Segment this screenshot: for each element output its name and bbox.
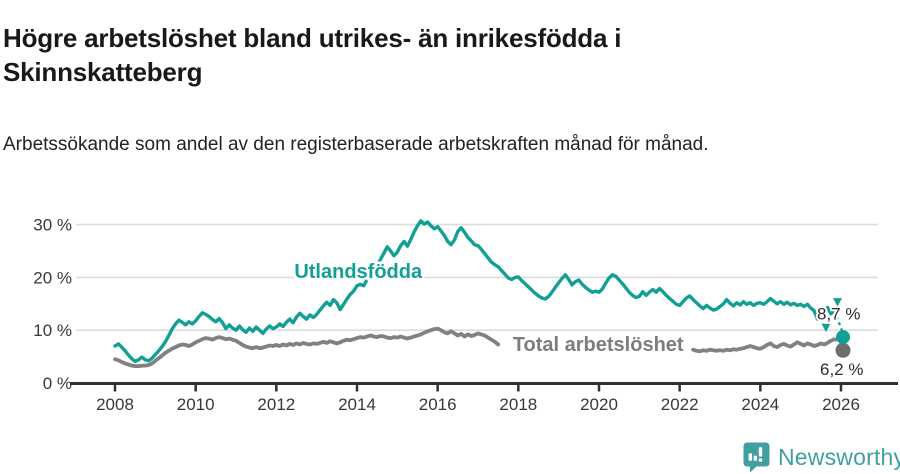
latest-value-label: 6,2 % (820, 360, 863, 379)
x-axis-label: 2010 (177, 395, 215, 414)
series-total (113, 326, 837, 369)
arrow-down-icon (833, 298, 843, 307)
arrow-down-icon (821, 323, 831, 333)
series-utlandsfodda (113, 219, 836, 364)
y-axis-label: 30 % (33, 216, 72, 235)
x-axis-labels: 2008 2010 2012 2014 2016 2018 2020 2022 2024 2026 (96, 395, 860, 414)
x-axis-label: 2016 (419, 395, 457, 414)
x-axis-label: 2008 (96, 395, 134, 414)
chart-subtitle: Arbetssökande som andel av den registerb… (3, 134, 709, 155)
latest-connector (833, 309, 844, 333)
latest-dot-total (835, 342, 851, 358)
x-axis-label: 2020 (580, 395, 618, 414)
y-axis-label: 10 % (33, 321, 72, 340)
newsworthy-wordmark: Newsworthy (778, 443, 900, 470)
x-axis-ticks (113, 383, 843, 392)
x-axis-label: 2014 (338, 395, 376, 414)
latest-utlandsfodda: 8,7 % (815, 298, 862, 345)
series-label-total: Total arbetslöshet (513, 334, 684, 356)
y-axis-label: 20 % (33, 268, 72, 287)
gridlines (76, 223, 878, 332)
y-axis-labels: 0 % 10 % 20 % 30 % (33, 216, 72, 393)
x-axis-label: 2012 (257, 395, 295, 414)
x-axis-label: 2024 (741, 395, 779, 414)
newsworthy-logo-icon (743, 442, 770, 473)
y-axis-label: 0 % (43, 374, 72, 393)
page-title: Högre arbetslöshet bland utrikes- än inr… (3, 23, 622, 88)
latest-value-label: 8,7 % (817, 305, 860, 324)
newsworthy-logo[interactable]: Newsworthy (743, 442, 900, 472)
latest-total: 6,2 % (818, 338, 865, 381)
x-axis-label: 2026 (822, 395, 860, 414)
series-line-utlandsfodda (113, 219, 836, 364)
series-line-total (691, 337, 837, 354)
x-axis-label: 2018 (499, 395, 537, 414)
x-axis-label: 2022 (661, 395, 699, 414)
latest-dot-utlandsfodda (836, 330, 851, 345)
series-label-utlandsfodda: Utlandsfödda (294, 261, 423, 283)
series-line-total (113, 326, 501, 369)
